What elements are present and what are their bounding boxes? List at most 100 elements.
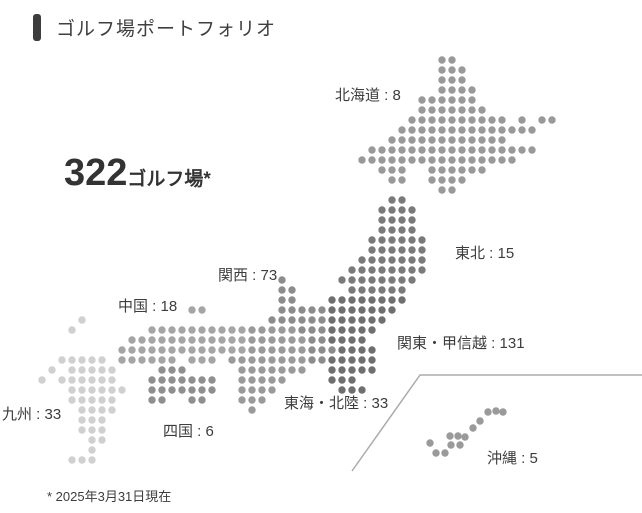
map-dot [108, 386, 116, 394]
map-dot [198, 376, 206, 384]
map-dot [188, 306, 196, 314]
map-dot [68, 326, 76, 334]
map-dot [378, 246, 386, 254]
map-dot [38, 376, 46, 384]
map-dot [458, 156, 466, 164]
map-dot [456, 441, 464, 449]
map-dot [298, 346, 306, 354]
map-dot [518, 126, 526, 134]
region-dots-kansai [228, 326, 306, 414]
map-dot [78, 316, 86, 324]
map-dot [468, 106, 476, 114]
map-dot [468, 156, 476, 164]
map-dot [198, 346, 206, 354]
map-dot [258, 376, 266, 384]
map-dot [258, 326, 266, 334]
map-dot [368, 236, 376, 244]
map-dot [398, 166, 406, 174]
map-dot [268, 366, 276, 374]
map-dot [318, 326, 326, 334]
map-dot [348, 306, 356, 314]
map-dot [448, 56, 456, 64]
region-label-kanto-koshinetsu: 関東・甲信越 : 131 [397, 335, 525, 352]
map-dot [88, 386, 96, 394]
map-dot [388, 256, 396, 264]
map-dot [328, 306, 336, 314]
map-dot [158, 346, 166, 354]
map-dot [338, 316, 346, 324]
map-dot [358, 266, 366, 274]
map-dot [499, 408, 507, 416]
map-dot [208, 336, 216, 344]
map-dot [288, 286, 296, 294]
map-dot [448, 186, 456, 194]
map-dot [358, 276, 366, 284]
map-dot [168, 386, 176, 394]
map-dot [338, 356, 346, 364]
map-dot [378, 216, 386, 224]
map-dot [168, 336, 176, 344]
map-dot [398, 136, 406, 144]
map-dot [288, 316, 296, 324]
map-dot [498, 156, 506, 164]
map-dot [438, 146, 446, 154]
map-dot [278, 316, 286, 324]
map-dot [378, 286, 386, 294]
map-dot [268, 356, 276, 364]
map-dot [278, 296, 286, 304]
map-dot [368, 306, 376, 314]
map-dot [248, 346, 256, 354]
map-dot [368, 156, 376, 164]
map-dot [378, 306, 386, 314]
map-dot [338, 326, 346, 334]
map-dot [328, 326, 336, 334]
map-dot [358, 336, 366, 344]
map-dot [98, 396, 106, 404]
map-dot [278, 286, 286, 294]
map-dot [428, 176, 436, 184]
map-dot [278, 366, 286, 374]
map-dot [458, 146, 466, 154]
map-dot [388, 266, 396, 274]
map-dot [408, 216, 416, 224]
map-dot [58, 376, 66, 384]
map-dot [78, 406, 86, 414]
map-dot [298, 366, 306, 374]
map-dot [288, 296, 296, 304]
map-dot [88, 436, 96, 444]
map-dot [388, 146, 396, 154]
map-dot [258, 396, 266, 404]
map-dot [398, 176, 406, 184]
map-dot [78, 376, 86, 384]
map-dot [308, 316, 316, 324]
region-label-hokkaido: 北海道 : 8 [335, 87, 401, 104]
map-dot [432, 449, 440, 457]
map-dot [388, 276, 396, 284]
map-dot [348, 276, 356, 284]
map-dot [168, 376, 176, 384]
map-dot [98, 356, 106, 364]
map-dot [408, 226, 416, 234]
map-dot [188, 336, 196, 344]
map-dot [378, 156, 386, 164]
map-dot [98, 366, 106, 374]
region-dots-shikoku [148, 366, 216, 404]
map-dot [158, 386, 166, 394]
map-dot [358, 366, 366, 374]
map-dot [208, 376, 216, 384]
map-dot [188, 346, 196, 354]
map-dot [458, 176, 466, 184]
map-dot [368, 356, 376, 364]
map-dot [158, 376, 166, 384]
map-dot [438, 106, 446, 114]
map-dot [258, 386, 266, 394]
map-dot [178, 326, 186, 334]
map-dot [438, 156, 446, 164]
region-dots-hokkaido [358, 56, 556, 194]
map-dot [358, 286, 366, 294]
total-count: 322ゴルフ場* [64, 152, 211, 195]
map-dot [448, 176, 456, 184]
map-dot [88, 456, 96, 464]
map-dot [278, 306, 286, 314]
